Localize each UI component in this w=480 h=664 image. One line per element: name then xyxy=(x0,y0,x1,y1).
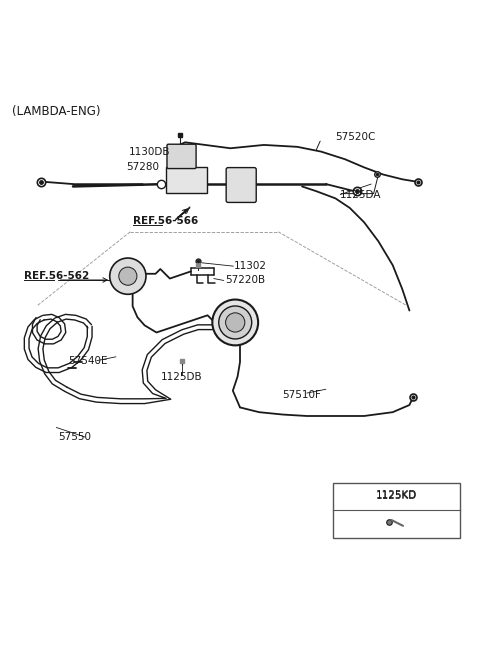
Text: 57510F: 57510F xyxy=(282,390,321,400)
FancyBboxPatch shape xyxy=(226,167,256,203)
Text: 11302: 11302 xyxy=(234,261,267,271)
Bar xyxy=(333,483,459,538)
Circle shape xyxy=(212,299,258,345)
Text: 1125KD: 1125KD xyxy=(376,491,417,501)
Circle shape xyxy=(219,306,252,339)
Text: 57540E: 57540E xyxy=(68,356,108,366)
Text: 1130DB: 1130DB xyxy=(129,147,171,157)
Circle shape xyxy=(110,258,146,294)
Text: 1125DA: 1125DA xyxy=(340,189,382,200)
Text: REF.56-562: REF.56-562 xyxy=(24,271,90,281)
Text: 57520C: 57520C xyxy=(336,132,376,142)
Text: 1125DB: 1125DB xyxy=(161,373,203,382)
Text: 57220B: 57220B xyxy=(225,276,265,286)
Circle shape xyxy=(226,313,245,332)
Text: 1125KD: 1125KD xyxy=(376,490,417,500)
Circle shape xyxy=(119,267,137,286)
Text: REF.56-566: REF.56-566 xyxy=(132,216,198,226)
FancyBboxPatch shape xyxy=(167,144,196,169)
Text: 57550: 57550 xyxy=(58,432,91,442)
Text: (LAMBDA-ENG): (LAMBDA-ENG) xyxy=(12,105,100,118)
Text: 57280: 57280 xyxy=(126,163,159,173)
Bar xyxy=(166,167,206,193)
